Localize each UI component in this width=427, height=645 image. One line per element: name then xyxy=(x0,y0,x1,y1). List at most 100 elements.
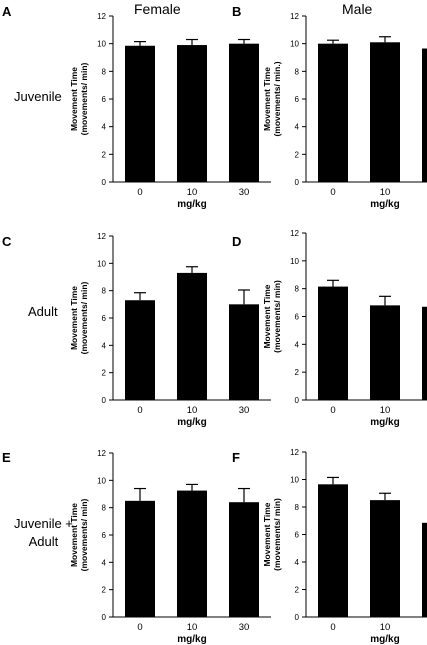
bar-30 xyxy=(422,522,427,617)
bar-30 xyxy=(422,306,427,400)
x-tick-label: 0 xyxy=(137,405,142,416)
y-tick-label: 4 xyxy=(295,340,300,349)
y-tick-label: 4 xyxy=(295,123,300,132)
x-tick-label: 10 xyxy=(187,187,198,198)
x-tick-label: 0 xyxy=(330,187,335,198)
y-tick-label: 10 xyxy=(290,257,299,266)
x-tick-label: 0 xyxy=(330,622,335,633)
y-tick-label: 6 xyxy=(102,95,107,104)
row-label-adult: Adult xyxy=(28,303,58,321)
bar-30 xyxy=(422,48,427,183)
row-label-line: Adult xyxy=(28,304,58,319)
y-tick-label: 8 xyxy=(295,67,300,76)
y-tick-label: 2 xyxy=(102,369,107,378)
y-tick-label: 8 xyxy=(102,67,107,76)
x-tick-label: 30 xyxy=(239,622,250,633)
y-tick-label: 6 xyxy=(102,314,107,323)
y-tick-label: 4 xyxy=(295,558,300,567)
row-label-juvenile: Juvenile xyxy=(14,88,62,106)
y-axis-title: Movement Time(movements/ min) xyxy=(69,62,89,135)
y-tick-label: 6 xyxy=(295,95,300,104)
x-tick-label: 10 xyxy=(380,405,391,416)
y-tick-label: 6 xyxy=(295,531,300,540)
y-tick-label: 10 xyxy=(97,40,106,49)
y-tick-label: 12 xyxy=(290,229,299,238)
x-axis-title: mg/kg xyxy=(177,417,206,428)
y-axis-title-line: Movement Time xyxy=(69,286,79,350)
y-tick-label: 2 xyxy=(295,368,300,377)
y-tick-label: 2 xyxy=(295,586,300,595)
x-tick-label: 10 xyxy=(187,622,198,633)
panel-letter-F: F xyxy=(232,450,240,465)
y-tick-label: 12 xyxy=(290,12,299,21)
y-axis-title-line: (movements/ min) xyxy=(79,498,89,571)
y-tick-label: 10 xyxy=(290,40,299,49)
bar-0 xyxy=(318,484,348,617)
bar-10 xyxy=(177,45,207,182)
y-tick-label: 0 xyxy=(295,396,300,405)
bar-30 xyxy=(229,43,259,182)
x-axis-title: mg/kg xyxy=(370,634,399,645)
y-axis-title-line: (movements/ min) xyxy=(79,62,89,135)
x-tick-label: 10 xyxy=(380,187,391,198)
y-tick-label: 4 xyxy=(102,558,107,567)
y-tick-label: 0 xyxy=(102,396,107,405)
panel-letter-E: E xyxy=(2,450,11,465)
y-tick-label: 12 xyxy=(290,448,299,457)
y-tick-label: 6 xyxy=(102,531,107,540)
bar-10 xyxy=(177,272,207,400)
y-tick-label: 0 xyxy=(102,613,107,622)
y-axis-title: Movement Time(movements/ min) xyxy=(69,498,89,571)
x-axis-title: mg/kg xyxy=(370,199,399,210)
x-tick-label: 0 xyxy=(137,622,142,633)
row-label-line: Adult xyxy=(28,534,59,549)
y-axis-title-line: Movement Time xyxy=(262,284,272,348)
bar-10 xyxy=(177,490,207,617)
bar-10 xyxy=(370,500,400,617)
y-axis-title-line: Movement Time xyxy=(262,67,272,131)
bar-30 xyxy=(229,304,259,400)
y-axis-title-line: Movement Time xyxy=(262,502,272,566)
y-tick-label: 10 xyxy=(290,476,299,485)
y-axis-title-line: Movement Time xyxy=(69,503,79,567)
y-axis-title-line: (movements/ min.) xyxy=(272,61,282,136)
x-axis-title: mg/kg xyxy=(370,417,399,428)
bar-0 xyxy=(318,43,348,182)
y-tick-label: 8 xyxy=(295,285,300,294)
bar-0 xyxy=(125,300,155,400)
y-tick-label: 10 xyxy=(97,476,106,485)
x-tick-label: 10 xyxy=(187,405,198,416)
x-tick-label: 0 xyxy=(330,405,335,416)
bar-0 xyxy=(125,500,155,617)
x-tick-label: 10 xyxy=(380,622,391,633)
x-tick-label: 0 xyxy=(137,187,142,198)
panel-letter-A: A xyxy=(2,4,12,19)
y-axis-title-line: (movements/ min) xyxy=(272,498,282,571)
y-tick-label: 0 xyxy=(295,613,300,622)
x-tick-label: 30 xyxy=(239,187,250,198)
y-axis-title-line: (movements/ min) xyxy=(272,280,282,353)
y-axis-title: Movement Time(movements/ min.) xyxy=(262,61,282,136)
column-header-female: Female xyxy=(134,1,181,17)
y-tick-label: 0 xyxy=(102,178,107,187)
bar-10 xyxy=(370,305,400,400)
y-tick-label: 0 xyxy=(295,178,300,187)
bar-10 xyxy=(370,42,400,183)
y-tick-label: 12 xyxy=(97,12,106,21)
y-tick-label: 2 xyxy=(102,150,107,159)
bar-0 xyxy=(125,45,155,182)
panel-letter-B: B xyxy=(232,4,241,19)
y-tick-label: 6 xyxy=(295,313,300,322)
y-tick-label: 12 xyxy=(97,232,106,241)
row-label-line: Juvenile + xyxy=(14,516,73,531)
y-tick-label: 2 xyxy=(102,586,107,595)
y-tick-label: 12 xyxy=(97,449,106,458)
row-label-juvenile-adult: Juvenile + Adult xyxy=(14,515,73,551)
y-tick-label: 4 xyxy=(102,341,107,350)
y-tick-label: 10 xyxy=(97,259,106,268)
y-tick-label: 8 xyxy=(295,503,300,512)
y-axis-title: Movement Time(movements/ min) xyxy=(69,281,89,354)
panel-letter-C: C xyxy=(2,234,12,249)
bar-0 xyxy=(318,286,348,400)
bar-30 xyxy=(229,502,259,617)
